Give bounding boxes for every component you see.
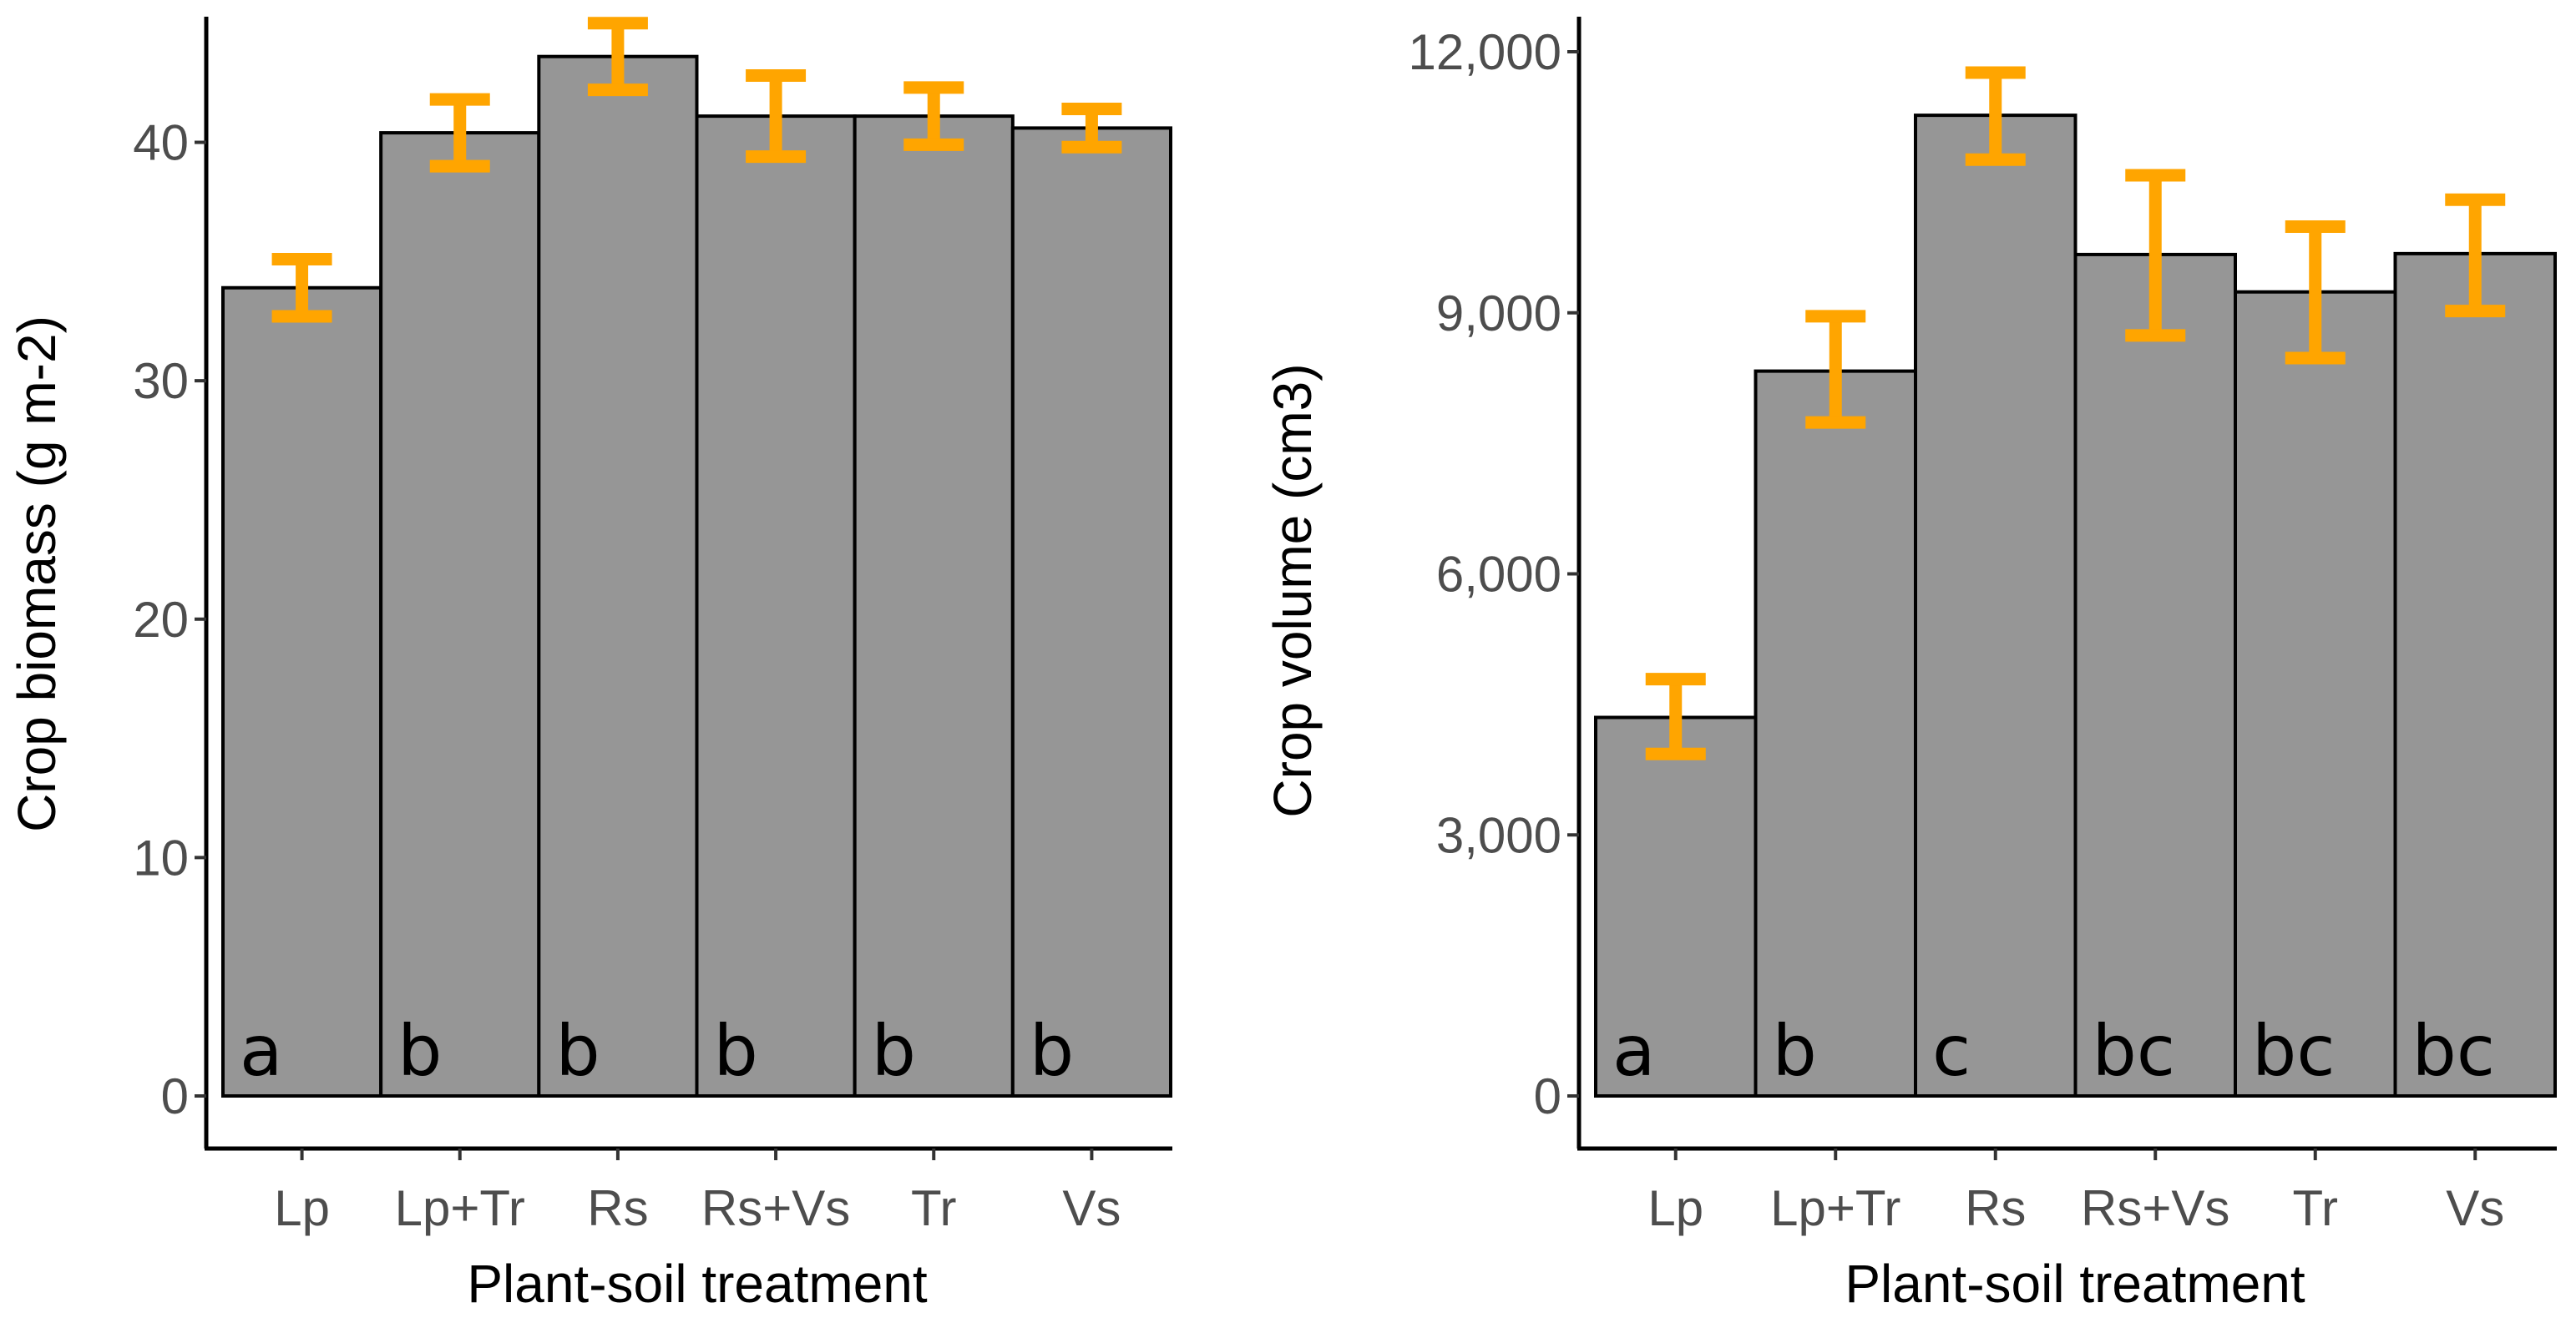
y-tick-label: 12,000 xyxy=(1408,24,1561,80)
significance-letter-Rs: c xyxy=(1932,1010,1971,1092)
y-axis-title: Crop biomass (g m-2) xyxy=(7,316,67,832)
significance-letter-Lp+Tr: b xyxy=(1773,1010,1817,1092)
bar-Rs xyxy=(1914,114,2078,1098)
significance-letter-Rs+Vs: bc xyxy=(2093,1010,2176,1092)
bar-Rs+Vs xyxy=(695,114,857,1098)
bar-Lp xyxy=(221,285,383,1098)
significance-letter-Rs: b xyxy=(555,1010,600,1092)
bar-Lp+Tr xyxy=(379,131,541,1098)
significance-letter-Lp: a xyxy=(240,1010,282,1092)
y-tick-label: 30 xyxy=(133,353,189,409)
y-tick-label: 20 xyxy=(133,592,189,648)
significance-letter-Vs: bc xyxy=(2412,1010,2496,1092)
bar-Vs xyxy=(1010,126,1173,1098)
x-tick-label-Lp+Tr: Lp+Tr xyxy=(395,1180,525,1236)
x-tick-label-Rs+Vs: Rs+Vs xyxy=(701,1180,850,1236)
x-axis-title: Plant-soil treatment xyxy=(1845,1254,2305,1314)
bar-Vs xyxy=(2393,251,2557,1098)
significance-letter-Lp: a xyxy=(1612,1010,1655,1092)
x-tick-label-Rs: Rs xyxy=(587,1180,648,1236)
error-bar-Rs xyxy=(587,17,648,97)
x-tick-label-Vs: Vs xyxy=(1062,1180,1121,1236)
bar-Tr xyxy=(2234,290,2397,1098)
biomass-chart-panel: a b b b b b 0 10 20 30 40 Lp Lp+Tr Rs Rs+Vs Tr Vs Plant-s… xyxy=(7,17,1173,1314)
x-tick-label-Vs: Vs xyxy=(2446,1180,2504,1236)
error-bar-Tr xyxy=(903,81,964,151)
x-tick-label-Tr: Tr xyxy=(911,1180,956,1236)
y-tick-label: 10 xyxy=(133,830,189,886)
y-axis-title: Crop volume (cm3) xyxy=(1263,363,1323,817)
y-tick-label: 9,000 xyxy=(1436,285,1561,341)
error-bar-Tr xyxy=(2285,220,2346,365)
y-tick-label: 3,000 xyxy=(1436,807,1561,863)
error-bar-Lp xyxy=(271,252,332,323)
error-bar-Lp+Tr xyxy=(1805,310,1866,429)
y-tick-label: 40 xyxy=(133,115,189,171)
error-bar-Lp xyxy=(1645,673,1706,760)
x-tick-label-Rs+Vs: Rs+Vs xyxy=(2081,1180,2229,1236)
y-tick-label: 0 xyxy=(1534,1068,1561,1124)
error-bar-Rs+Vs xyxy=(2125,169,2186,342)
error-bar-Vs xyxy=(2445,193,2506,318)
error-bar-Vs xyxy=(1061,103,1122,154)
x-tick-label-Tr: Tr xyxy=(2293,1180,2338,1236)
bar-Lp+Tr xyxy=(1754,369,1917,1098)
bar-Rs+Vs xyxy=(2073,252,2237,1098)
bar-Lp xyxy=(1594,715,1758,1098)
significance-letter-Vs: b xyxy=(1030,1010,1074,1092)
x-axis-title: Plant-soil treatment xyxy=(467,1254,928,1314)
significance-letter-Tr: b xyxy=(872,1010,916,1092)
y-tick-label: 6,000 xyxy=(1436,547,1561,603)
significance-letter-Lp+Tr: b xyxy=(397,1010,442,1092)
x-tick-label-Lp: Lp xyxy=(274,1180,330,1236)
error-bar-Rs xyxy=(1965,66,2026,166)
error-bar-Rs+Vs xyxy=(746,69,807,164)
significance-letter-Rs+Vs: b xyxy=(714,1010,758,1092)
x-tick-label-Rs: Rs xyxy=(1965,1180,2026,1236)
significance-letter-Tr: bc xyxy=(2252,1010,2336,1092)
bar-Tr xyxy=(853,114,1015,1098)
y-tick-label: 0 xyxy=(161,1068,189,1124)
bar-Rs xyxy=(537,54,699,1098)
x-tick-label-Lp+Tr: Lp+Tr xyxy=(1770,1180,1900,1236)
error-bar-Lp+Tr xyxy=(429,93,490,173)
x-tick-label-Lp: Lp xyxy=(1647,1180,1703,1236)
